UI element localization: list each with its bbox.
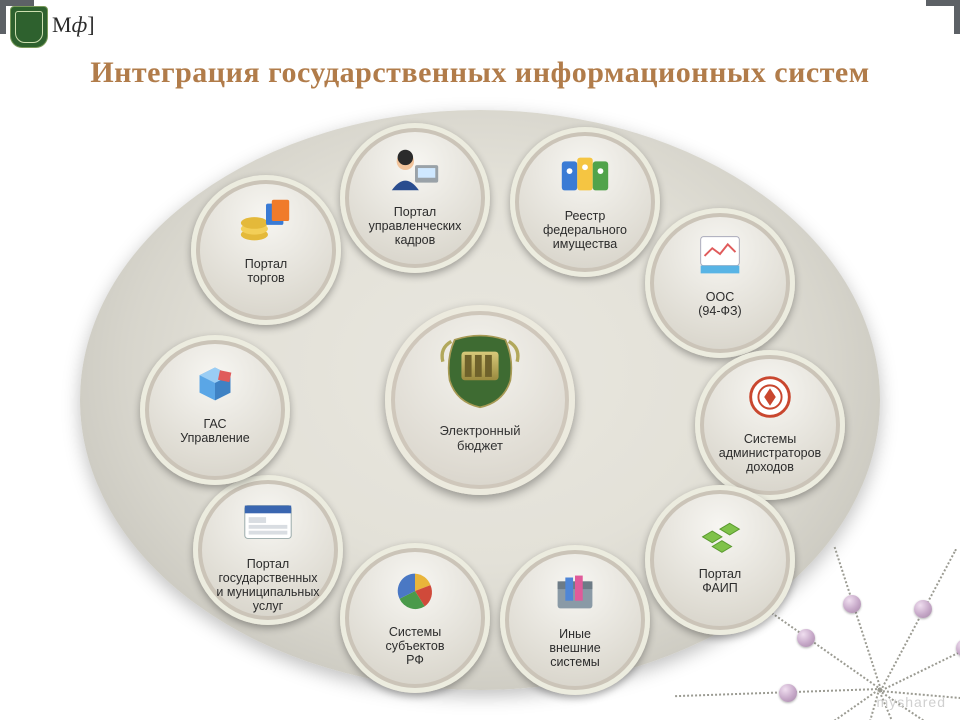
connector-bead: [779, 684, 797, 702]
watermark: myshared: [877, 694, 946, 710]
node-label: ООС(94-ФЗ): [653, 290, 787, 318]
browser-icon: [239, 497, 297, 547]
node-label: Порталгосударственныхи муниципальныхуслу…: [201, 557, 335, 613]
node-admins: Системыадминистраторовдоходов: [695, 350, 845, 500]
coins-icon: [237, 197, 295, 247]
node-trading: Порталторгов: [191, 175, 341, 325]
node-gas: ГАСУправление: [140, 335, 290, 485]
connector-bead: [914, 600, 932, 618]
emblem-icon: [436, 333, 524, 409]
diagram-stage: Электронныйбюджет Порталторгов Порталупра…: [80, 110, 880, 690]
pie-icon: [386, 565, 444, 615]
node-oos: ООС(94-ФЗ): [645, 208, 795, 358]
spoke: [880, 549, 957, 691]
shield-icon: [10, 6, 48, 48]
page-number: 6: [936, 4, 946, 27]
node-faip: ПорталФАИП: [645, 485, 795, 635]
node-kadry: Порталуправленческихкадров: [340, 123, 490, 273]
connector-bead: [797, 629, 815, 647]
page: 6 Мф] Интеграция государственных информа…: [0, 0, 960, 720]
hub-label: Электронныйбюджет: [385, 423, 575, 453]
node-label: Иныевнешниесистемы: [508, 627, 642, 669]
node-label: СистемысубъектовРФ: [348, 625, 482, 667]
page-title: Интеграция государственных информационны…: [0, 56, 960, 90]
doc-icon: [691, 230, 749, 280]
node-label: ПорталФАИП: [653, 567, 787, 595]
node-gosuslugi: Порталгосударственныхи муниципальныхуслу…: [193, 475, 343, 625]
brand-label-close: ]: [87, 12, 94, 37]
cube-icon: [186, 357, 244, 407]
brand-label-italic: ф: [72, 12, 88, 37]
spoke: [834, 547, 882, 690]
node-label: Системыадминистраторовдоходов: [703, 432, 837, 474]
node-label: Реестрфедеральногоимущества: [518, 209, 652, 251]
node-label: Порталторгов: [199, 257, 333, 285]
node-reestr: Реестрфедеральногоимущества: [510, 127, 660, 277]
folders-icon: [556, 149, 614, 199]
hub-node: Электронныйбюджет: [385, 305, 575, 495]
node-label: Порталуправленческихкадров: [348, 205, 482, 247]
box-icon: [546, 567, 604, 617]
brand-emblem: Мф]: [10, 6, 48, 48]
spoke: [675, 688, 880, 697]
node-other: Иныевнешниесистемы: [500, 545, 650, 695]
node-label: ГАСУправление: [148, 417, 282, 445]
node-subj: СистемысубъектовРФ: [340, 543, 490, 693]
brand-label: Мф]: [52, 12, 95, 38]
stamp-icon: [741, 372, 799, 422]
person-icon: [386, 145, 444, 195]
blocks-icon: [691, 507, 749, 557]
brand-label-plain: М: [52, 12, 72, 37]
connector-bead: [843, 595, 861, 613]
